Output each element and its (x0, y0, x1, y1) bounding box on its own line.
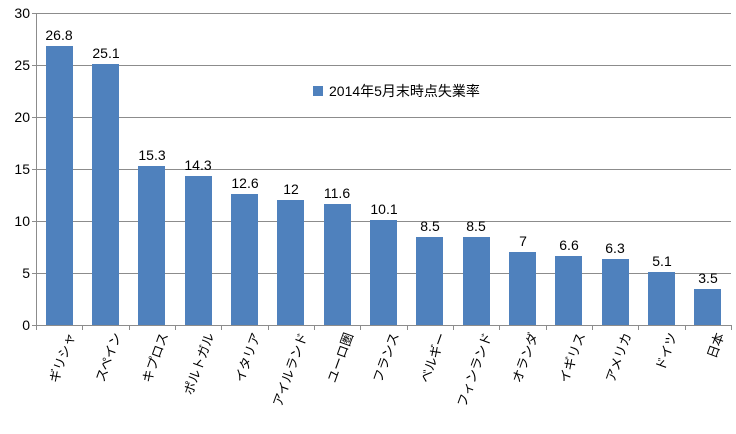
y-axis-tick-label: 10 (14, 213, 30, 229)
x-axis-category-label: アイルランド (269, 330, 311, 409)
x-axis-tick-mark (638, 325, 639, 330)
bar (231, 194, 258, 325)
gridline (36, 117, 731, 118)
y-axis-line (36, 13, 37, 326)
y-axis-tick-mark (32, 13, 36, 14)
x-axis-tick-mark (175, 325, 176, 330)
x-axis-category-label: 日本 (704, 330, 728, 361)
bar-value-label: 10.1 (370, 201, 398, 217)
y-axis-tick-label: 20 (14, 109, 30, 125)
x-axis-category-label: イギリス (556, 330, 589, 385)
bar (648, 272, 675, 325)
x-axis-tick-mark (360, 325, 361, 330)
bar (138, 166, 165, 325)
y-axis-tick-mark (32, 169, 36, 170)
y-axis-tick-label: 0 (22, 317, 30, 333)
bar (602, 259, 629, 325)
x-axis-line (36, 325, 732, 326)
y-axis-tick-mark (32, 221, 36, 222)
legend-series-label: 2014年5月末時点失業率 (329, 83, 480, 99)
x-axis-category-label: ポルトガル (180, 330, 218, 397)
bar (370, 220, 397, 325)
bar (185, 176, 212, 325)
x-axis-category-label: オランダ (509, 330, 542, 385)
bar-value-label: 12 (283, 181, 299, 197)
bar-value-label: 25.1 (92, 45, 120, 61)
x-axis-tick-mark (407, 325, 408, 330)
bar (463, 237, 490, 325)
x-axis-tick-mark (731, 325, 732, 330)
x-axis-category-label: フランス (370, 330, 403, 385)
y-axis-tick-mark (32, 325, 36, 326)
x-axis-category-label: アメリカ (602, 330, 635, 385)
x-axis-tick-mark (546, 325, 547, 330)
bar-value-label: 7 (519, 233, 527, 249)
bar (555, 256, 582, 325)
bar-value-label: 5.1 (652, 253, 672, 269)
gridline (36, 169, 731, 170)
y-axis-tick-label: 30 (14, 5, 30, 21)
x-axis-tick-mark (129, 325, 130, 330)
x-axis-tick-mark (268, 325, 269, 330)
x-axis-category-label: スペイン (92, 330, 125, 384)
x-axis-tick-mark (221, 325, 222, 330)
bar-value-label: 11.6 (323, 185, 351, 201)
y-axis-tick-mark (32, 117, 36, 118)
x-axis-category-label: ユーロ圏 (324, 330, 357, 385)
bar-value-label: 6.3 (605, 240, 625, 256)
y-axis-tick-label: 25 (14, 57, 30, 73)
x-axis-tick-mark (685, 325, 686, 330)
x-axis-tick-mark (36, 325, 37, 330)
bar-value-label: 12.6 (231, 175, 259, 191)
gridline (36, 65, 731, 66)
legend-series-swatch-icon (313, 86, 323, 96)
x-axis-tick-mark (592, 325, 593, 330)
x-axis-tick-mark (453, 325, 454, 330)
x-axis-category-label: ドイツ (652, 330, 681, 373)
x-axis-tick-mark (499, 325, 500, 330)
x-axis-category-label: ベルギー (417, 330, 450, 385)
y-axis-tick-mark (32, 65, 36, 66)
bar-value-label: 8.5 (420, 218, 440, 234)
bar (694, 289, 721, 325)
x-axis-category-label: フィンランド (454, 330, 496, 409)
bar (277, 200, 304, 325)
bar-value-label: 6.6 (559, 237, 579, 253)
x-axis-category-label: キプロス (139, 330, 172, 385)
bar (324, 204, 351, 325)
bar-value-label: 14.3 (184, 157, 212, 173)
y-axis-tick-mark (32, 273, 36, 274)
legend: 2014年5月末時点失業率 (313, 83, 480, 99)
x-axis-tick-mark (82, 325, 83, 330)
bar (416, 237, 443, 325)
x-axis-tick-mark (314, 325, 315, 330)
bar-value-label: 3.5 (698, 270, 718, 286)
bar (92, 64, 119, 325)
y-axis-tick-label: 5 (22, 265, 30, 281)
x-axis-category-label: ギリシャ (46, 330, 79, 385)
gridline (36, 13, 731, 14)
x-axis-category-label: イタリア (231, 330, 264, 385)
bar-value-label: 15.3 (138, 147, 166, 163)
y-axis-tick-label: 15 (14, 161, 30, 177)
bar-value-label: 26.8 (45, 27, 73, 43)
bar-value-label: 8.5 (466, 218, 486, 234)
bar (46, 46, 73, 325)
bar (509, 252, 536, 325)
